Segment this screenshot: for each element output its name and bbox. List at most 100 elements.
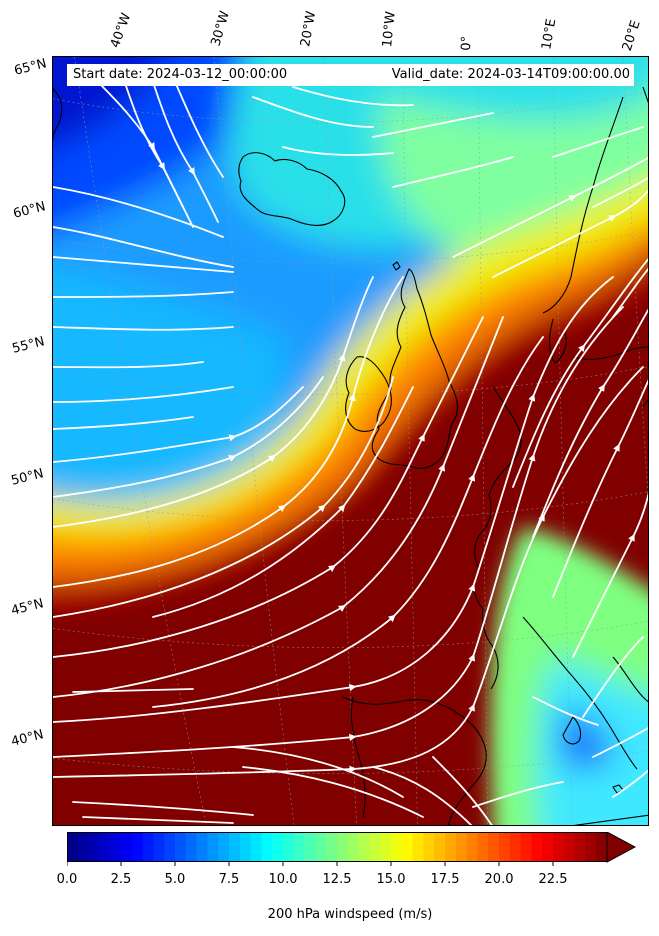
colorbar-segment: [445, 832, 457, 862]
streamline: [282, 146, 394, 156]
lat-label-50n: 50°N: [9, 466, 46, 489]
lon-label-40w: 40°W: [107, 11, 135, 50]
streamline: [532, 308, 648, 538]
start-date-text: Start date: 2024-03-12_00:00:00: [73, 67, 288, 82]
lon-label-20w: 20°W: [298, 10, 320, 49]
colorbar-segment: [88, 832, 100, 862]
colorbar-segment: [283, 832, 295, 862]
streamline: [72, 688, 194, 693]
colorbar-tick-label: 2.5: [110, 872, 132, 887]
colorbar-segment: [380, 832, 392, 862]
streamline: [82, 816, 234, 824]
greenland-coast: [53, 88, 63, 142]
iceland-coast: [238, 152, 346, 227]
colorbar-segment: [477, 832, 489, 862]
lat-label-60n: 60°N: [11, 199, 48, 222]
streamline: [512, 258, 648, 488]
lon-label-30w: 30°W: [208, 9, 233, 49]
colorbar-segment: [304, 832, 316, 862]
valid-date-text: Valid_date: 2024-03-14T09:00:00.00: [391, 67, 630, 82]
colorbar-segment: [466, 832, 478, 862]
colorbar-segment: [326, 832, 338, 862]
colorbar-segment: [520, 832, 532, 862]
colorbar-segment: [164, 832, 176, 862]
colorbar-segment: [488, 832, 500, 862]
streamline: [292, 86, 414, 107]
colorbar-segment: [499, 832, 511, 862]
colorbar-segment: [553, 832, 565, 862]
streamline: [242, 766, 424, 818]
streamline: [432, 756, 493, 825]
streamline: [532, 696, 599, 726]
colorbar-segment: [196, 832, 208, 862]
streamline: [172, 76, 224, 178]
lon-label-0: 0°: [459, 35, 475, 51]
lon-label-10w: 10°W: [380, 10, 399, 49]
lon-label-20e: 20°E: [619, 18, 644, 53]
colorbar-segment: [574, 832, 586, 862]
colorbar-segment: [175, 832, 187, 862]
streamline: [122, 76, 194, 228]
colorbar-segment: [131, 832, 144, 862]
colorbar-segment: [509, 832, 522, 862]
lat-label-45n: 45°N: [9, 596, 46, 619]
streamline: [372, 112, 494, 138]
streamline: [53, 326, 234, 331]
streamline: [72, 801, 254, 816]
streamline: [53, 256, 234, 273]
streamline: [612, 769, 648, 798]
colorbar-segment: [347, 832, 360, 862]
italy-coast: [522, 616, 638, 770]
lon-label-10e: 10°E: [539, 17, 560, 52]
colorbar-segment: [99, 832, 111, 862]
streamline: [552, 126, 644, 158]
streamline: [53, 366, 644, 778]
colorbar-tick-label: 20.0: [484, 872, 514, 887]
colorbar-segment: [401, 832, 414, 862]
streamline: [152, 81, 219, 223]
colorbar-segment: [531, 832, 543, 862]
streamline: [592, 177, 648, 208]
date-info-box: Start date: 2024-03-12_00:00:00 Valid_da…: [67, 64, 634, 86]
colorbar-tick-label: 0.0: [56, 872, 78, 887]
colorbar-tick-label: 12.5: [322, 872, 352, 887]
denmark-coast: [548, 318, 567, 364]
streamline: [552, 379, 648, 598]
colorbar-segment: [77, 832, 90, 862]
colorbar-label: 200 hPa windspeed (m/s): [267, 907, 433, 922]
baltic-coast: [572, 346, 648, 408]
colorbar-extend-max: [606, 832, 637, 863]
colorbar-segment: [369, 832, 381, 862]
colorbar-tick-label: 10.0: [268, 872, 298, 887]
faroe-coast: [392, 261, 401, 271]
colorbar-tick-label: 17.5: [430, 872, 460, 887]
colorbar-segment: [207, 832, 219, 862]
colorbar-segment: [272, 832, 284, 862]
streamlines: [53, 76, 648, 825]
colorbar-segment: [185, 832, 198, 862]
colorbar-segment: [358, 832, 370, 862]
streamline: [592, 727, 648, 758]
colorbar-segment: [315, 832, 327, 862]
colorbar-segment: [121, 832, 133, 862]
colorbar-frame: [67, 832, 608, 862]
streamline: [53, 276, 404, 588]
streamline: [492, 189, 648, 278]
colorbar: [67, 832, 637, 866]
colorbar-segment: [337, 832, 349, 862]
streamline: [372, 766, 473, 825]
colorbar-segment: [67, 832, 79, 862]
colorbar-segment: [239, 832, 252, 862]
colorbar-segment: [218, 832, 230, 862]
colorbar-segment: [261, 832, 273, 862]
colorbar-segment: [250, 832, 262, 862]
streamline: [53, 291, 234, 298]
colorbar-segment: [423, 832, 435, 862]
streamline: [53, 226, 234, 268]
colorbar-segment: [563, 832, 576, 862]
africa-coast: [573, 814, 648, 825]
streamline: [572, 491, 648, 658]
colorbar-tick-label: 15.0: [376, 872, 406, 887]
streamline: [452, 157, 648, 258]
lat-label-65n: 65°N: [12, 56, 49, 79]
